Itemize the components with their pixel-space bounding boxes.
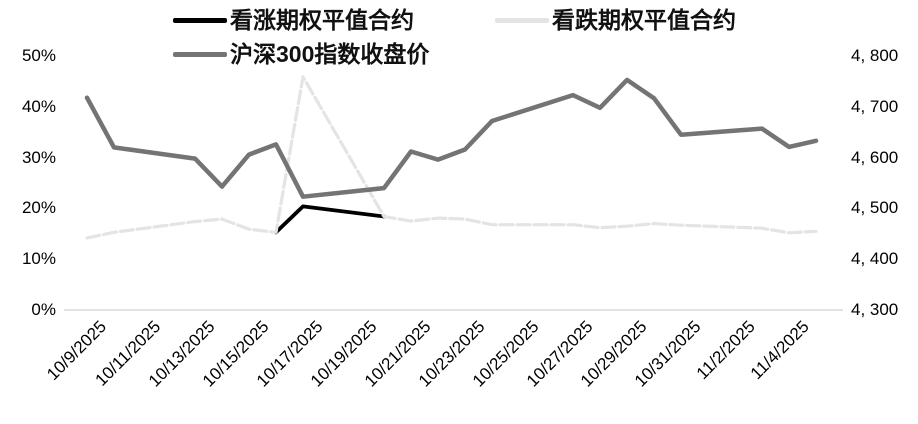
legend-label-call: 看涨期权平值合约 <box>230 7 414 33</box>
y-axis-label-right: 4, 400 <box>851 249 899 269</box>
put-line-swatch <box>495 17 549 23</box>
series-line-1 <box>85 75 818 240</box>
y-axis-label-right: 4, 700 <box>851 96 899 116</box>
legend-item-index: 沪深300指数收盘价 <box>173 41 429 67</box>
legend-label-put: 看跌期权平值合约 <box>552 7 736 33</box>
legend-row-2: 沪深300指数收盘价 <box>173 41 429 67</box>
y-axis-label-left: 20% <box>21 198 56 218</box>
y-axis-label-right: 4, 600 <box>851 147 899 167</box>
series-line-2 <box>84 77 819 199</box>
y-axis-label-left: 40% <box>21 96 56 116</box>
y-axis-label-left: 30% <box>21 147 56 167</box>
series-line-0 <box>274 204 386 235</box>
legend-item-put: 看跌期权平值合约 <box>495 7 736 33</box>
legend-item-call: 看涨期权平值合约 <box>173 7 414 33</box>
y-axis-label-right: 4, 500 <box>851 198 899 218</box>
y-axis-label-left: 0% <box>31 300 56 319</box>
legend-label-index: 沪深300指数收盘价 <box>230 41 430 67</box>
legend-row-1: 看涨期权平值合约 看跌期权平值合约 <box>173 7 736 33</box>
call-line-swatch <box>173 17 227 23</box>
y-axis-label-right: 4, 800 <box>851 46 899 65</box>
index-line-swatch <box>173 51 227 57</box>
y-axis-label-left: 10% <box>21 249 56 269</box>
y-axis-label-right: 4, 300 <box>851 300 899 319</box>
y-axis-label-left: 50% <box>21 46 56 65</box>
